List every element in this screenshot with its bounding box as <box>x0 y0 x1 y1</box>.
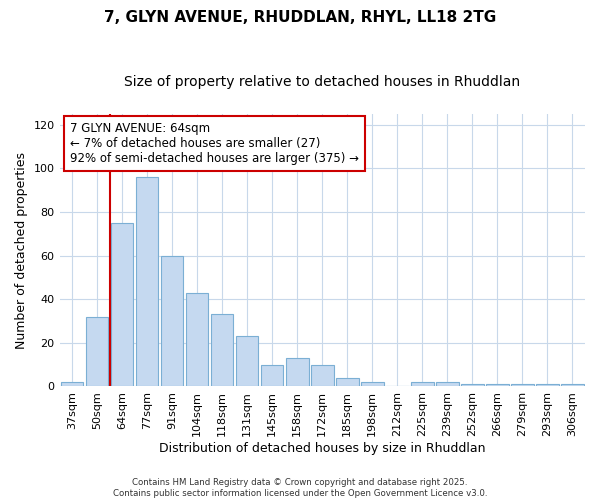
Bar <box>436 382 458 386</box>
Bar <box>211 314 233 386</box>
Bar <box>236 336 259 386</box>
Text: Contains HM Land Registry data © Crown copyright and database right 2025.
Contai: Contains HM Land Registry data © Crown c… <box>113 478 487 498</box>
Bar <box>536 384 559 386</box>
Bar <box>411 382 434 386</box>
Bar <box>186 292 208 386</box>
Bar <box>336 378 359 386</box>
Bar <box>136 177 158 386</box>
Bar <box>561 384 584 386</box>
Bar <box>86 316 109 386</box>
Bar <box>461 384 484 386</box>
Bar <box>311 364 334 386</box>
Text: 7 GLYN AVENUE: 64sqm
← 7% of detached houses are smaller (27)
92% of semi-detach: 7 GLYN AVENUE: 64sqm ← 7% of detached ho… <box>70 122 359 165</box>
Bar <box>486 384 509 386</box>
Bar <box>161 256 184 386</box>
Text: 7, GLYN AVENUE, RHUDDLAN, RHYL, LL18 2TG: 7, GLYN AVENUE, RHUDDLAN, RHYL, LL18 2TG <box>104 10 496 25</box>
Bar <box>111 223 133 386</box>
Y-axis label: Number of detached properties: Number of detached properties <box>15 152 28 348</box>
Bar <box>361 382 383 386</box>
Bar <box>511 384 534 386</box>
Bar <box>286 358 308 386</box>
X-axis label: Distribution of detached houses by size in Rhuddlan: Distribution of detached houses by size … <box>159 442 485 455</box>
Bar <box>61 382 83 386</box>
Title: Size of property relative to detached houses in Rhuddlan: Size of property relative to detached ho… <box>124 75 520 89</box>
Bar <box>261 364 283 386</box>
